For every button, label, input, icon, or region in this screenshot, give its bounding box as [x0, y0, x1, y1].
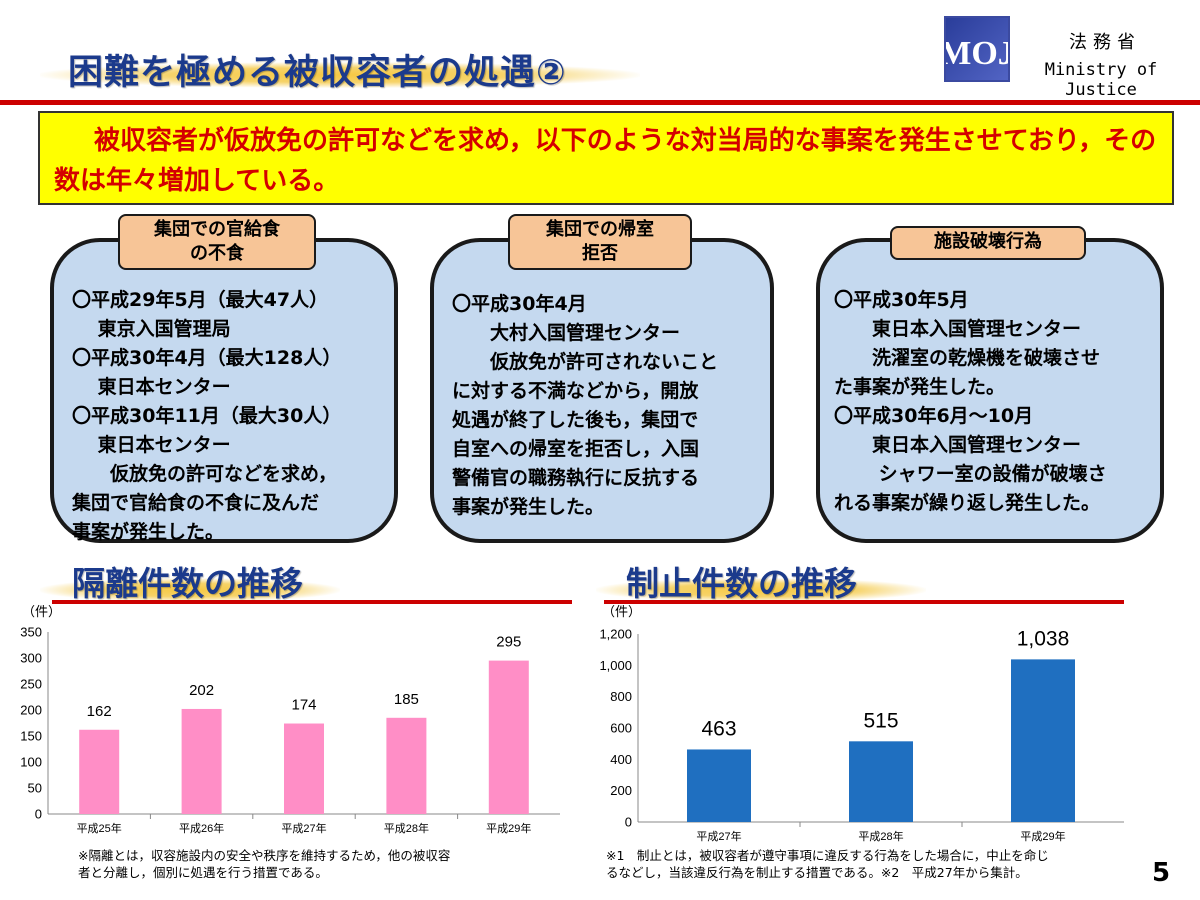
data-label: 174 — [291, 697, 316, 714]
case-card-facility-damage — [816, 238, 1164, 543]
section-divider-right — [604, 600, 1124, 604]
y-tick-label: 350 — [20, 625, 42, 640]
x-tick-label: 平成29年 — [1020, 829, 1065, 843]
card-tag-meal-refusal: 集団での官給食 の不食 — [118, 214, 316, 270]
y-tick-label: 1,000 — [599, 658, 632, 673]
card-tag-label: 集団での帰室 拒否 — [546, 219, 654, 264]
data-label: 185 — [394, 691, 419, 708]
ministry-name-jp: 法務省 — [1069, 32, 1141, 53]
isolation-section-title: 隔離件数の推移 — [72, 564, 303, 603]
ministry-name-en: Ministry of Justice — [1044, 60, 1158, 100]
y-tick-label: 50 — [28, 781, 42, 796]
page-title: 困難を極める被収容者の処遇② — [68, 53, 567, 93]
header-divider — [0, 100, 1200, 105]
bar — [687, 749, 751, 822]
restraint-section-title: 制止件数の推移 — [626, 564, 857, 603]
y-unit-label: （件） — [22, 604, 61, 619]
data-label: 1,038 — [1017, 627, 1070, 650]
moj-logo: MOJ — [944, 16, 1010, 82]
bar — [488, 660, 529, 814]
case-card-return-refusal — [430, 238, 774, 543]
y-tick-label: 800 — [610, 689, 632, 704]
data-label: 162 — [87, 703, 112, 720]
isolation-count-chart: （件） 0 50 100 150 200 250 300 350 162 平成25年 202 平成26年… — [20, 604, 560, 835]
y-tick-label: 1,200 — [599, 627, 632, 642]
isolation-footnote: ※隔離とは，収容施設内の安全や秩序を維持するため，他の被収容 者と分離し，個別に… — [78, 848, 451, 880]
summary-statement: 被収容者が仮放免の許可などを求め，以下のような対当局的な事案を発生させており，そ… — [38, 111, 1174, 205]
x-tick-label: 平成27年 — [281, 821, 326, 835]
section-highlight-right — [596, 578, 926, 602]
y-tick-label: 0 — [625, 815, 632, 830]
section-highlight-left — [40, 578, 340, 602]
data-label: 515 — [863, 709, 898, 732]
x-tick-label: 平成25年 — [77, 821, 122, 835]
bar — [284, 723, 324, 814]
y-tick-label: 0 — [35, 807, 42, 822]
bar — [849, 741, 913, 822]
y-tick-label: 200 — [610, 783, 632, 798]
bar — [181, 708, 222, 814]
card-tag-label: 集団での官給食 の不食 — [154, 219, 280, 264]
case-card-meal-refusal — [50, 238, 398, 543]
section-divider-left — [52, 600, 572, 604]
card-tag-facility-damage: 施設破壊行為 — [890, 226, 1086, 260]
restraint-footnote: ※1 制止とは，被収容者が遵守事項に違反する行為をした場合に，中止を命じ るなど… — [606, 848, 1049, 880]
card-body-return-refusal: 〇平成30年4月 大村入国管理センター 仮放免が許可されないこと に対する不満な… — [452, 293, 719, 518]
y-tick-label: 200 — [20, 703, 42, 718]
logo-letters: MOJ — [946, 35, 1008, 72]
card-tag-return-refusal: 集団での帰室 拒否 — [508, 214, 692, 270]
y-tick-label: 300 — [20, 651, 42, 666]
bar — [79, 729, 120, 814]
y-tick-label: 600 — [610, 721, 632, 736]
restraint-count-chart: （件） 0 200 400 600 800 1,000 1,200 463 平成27年 515 平成2… — [599, 604, 1124, 843]
page-number: 5 — [1152, 858, 1171, 888]
x-tick-label: 平成29年 — [486, 821, 531, 835]
bar — [1011, 659, 1075, 822]
data-label: 202 — [189, 682, 214, 699]
card-body-meal-refusal: 〇平成29年5月（最大47人） 東京入国管理局 〇平成30年4月（最大128人）… — [72, 289, 342, 543]
x-tick-label: 平成27年 — [696, 829, 741, 843]
y-tick-label: 100 — [20, 755, 42, 770]
bar — [386, 717, 427, 814]
card-tag-label: 施設破壊行為 — [934, 231, 1042, 252]
data-label: 295 — [496, 634, 521, 651]
title-highlight — [40, 62, 640, 88]
x-tick-label: 平成26年 — [179, 821, 224, 835]
card-body-facility-damage: 〇平成30年5月 東日本入国管理センター 洗濯室の乾燥機を破壊させ た事案が発生… — [834, 289, 1107, 514]
y-unit-label: （件） — [602, 604, 641, 619]
y-tick-label: 400 — [610, 752, 632, 767]
y-tick-label: 150 — [20, 729, 42, 744]
data-label: 463 — [701, 717, 736, 740]
y-tick-label: 250 — [20, 677, 42, 692]
x-tick-label: 平成28年 — [858, 829, 903, 843]
x-tick-label: 平成28年 — [384, 821, 429, 835]
